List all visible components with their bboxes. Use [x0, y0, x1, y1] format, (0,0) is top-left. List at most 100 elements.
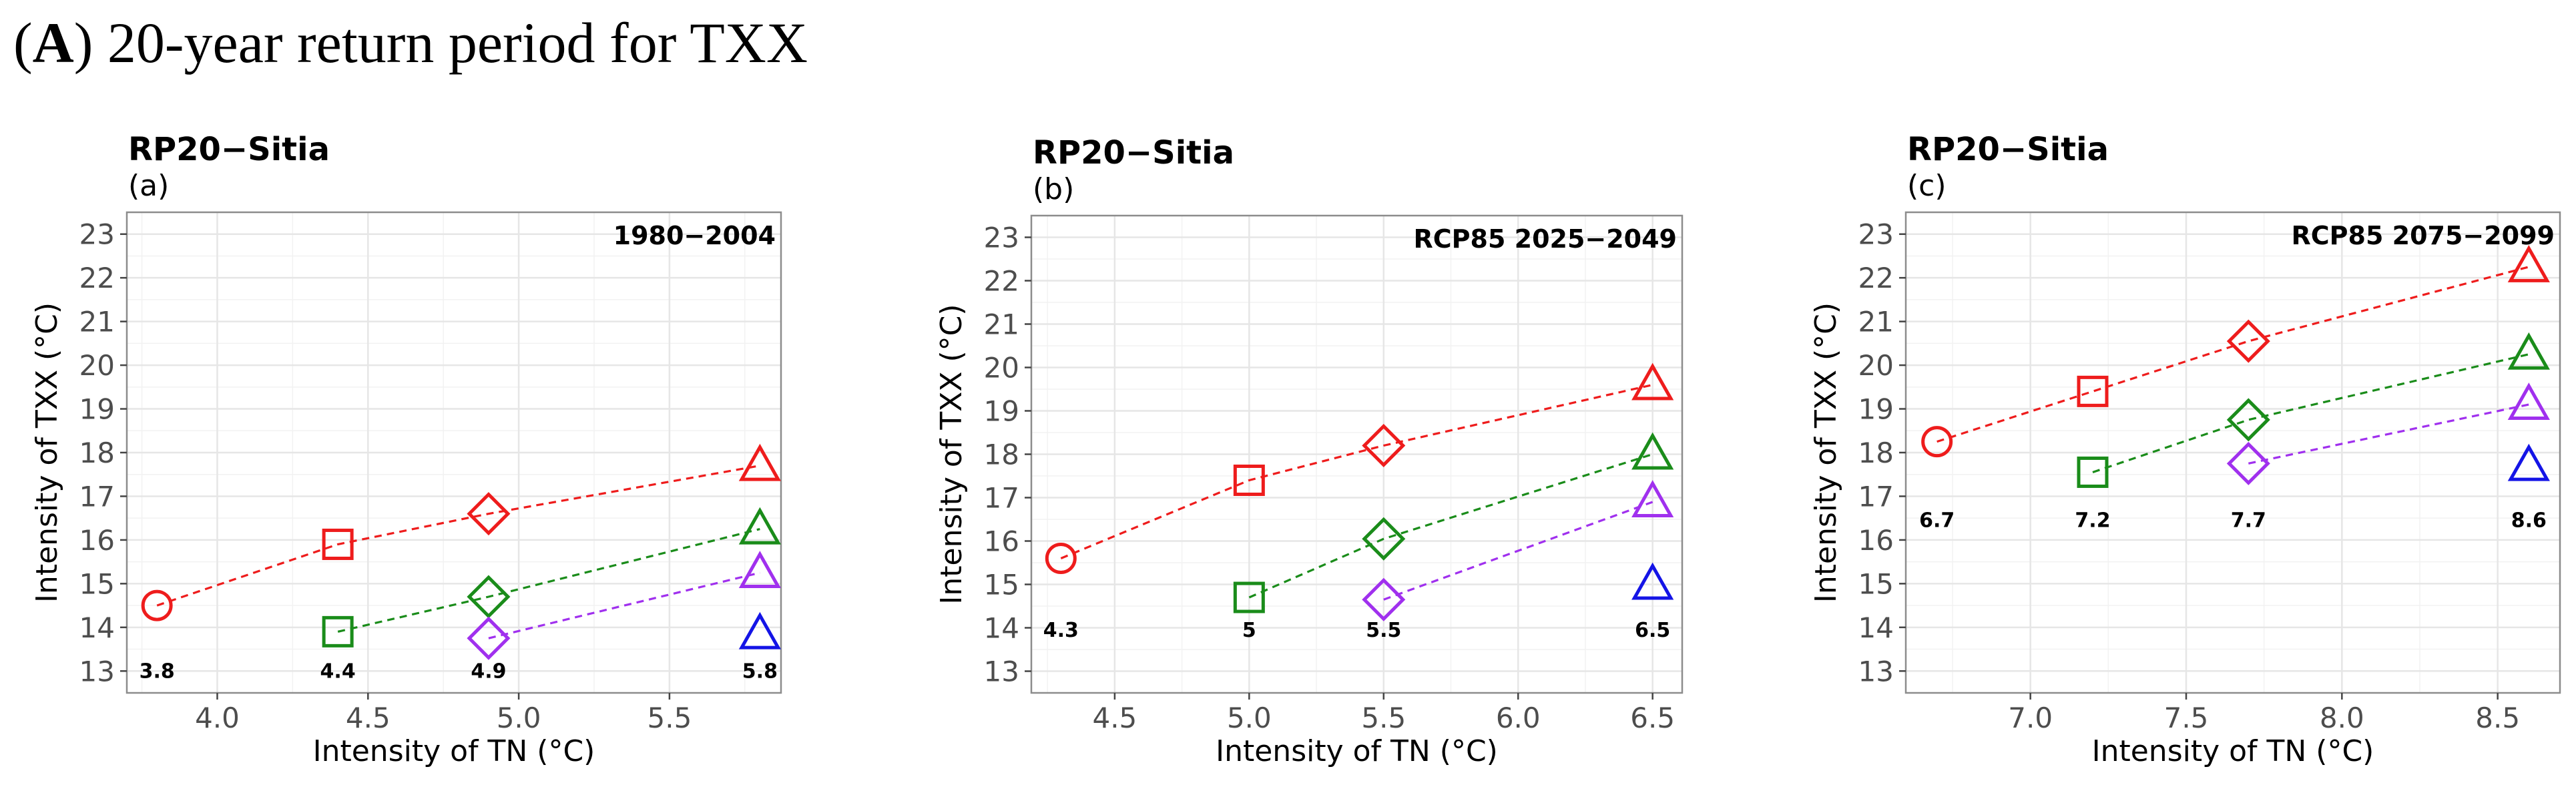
x-tick-label: 4.5 — [1092, 702, 1137, 734]
y-axis-label: Intensity of TXX (°C) — [1809, 302, 1843, 603]
data-point-purple-triangle — [1631, 480, 1674, 518]
series-line-red — [156, 465, 760, 607]
data-point-red-square — [2077, 375, 2109, 407]
x-axis-label: Intensity of TN (°C) — [313, 734, 595, 768]
chart-subtitle: (c) — [1907, 169, 1947, 203]
chart-title: RP20−Sitia — [1033, 134, 1234, 172]
period-annotation: 1980−2004 — [613, 221, 776, 250]
y-tick-label: 14 — [1858, 611, 1894, 644]
series-line-purple — [488, 571, 760, 639]
data-point-blue-triangle — [738, 611, 781, 649]
series-line-red — [1060, 383, 1653, 559]
data-point-green-triangle — [2507, 332, 2550, 370]
figure-title-text: 20-year return period for TXX — [107, 11, 808, 75]
x-tick-label: 6.0 — [1496, 702, 1541, 734]
x-tick-label: 5.5 — [648, 702, 692, 734]
point-label: 4.4 — [320, 660, 356, 683]
x-tick-label: 5.0 — [1227, 702, 1272, 734]
x-tick-label: 5.0 — [497, 702, 541, 734]
data-point-green-square — [1233, 581, 1265, 613]
data-point-red-square — [1233, 465, 1265, 496]
point-label: 7.7 — [2231, 509, 2266, 532]
x-tick-label: 7.5 — [2164, 702, 2209, 734]
x-tick-label: 7.0 — [2008, 702, 2053, 734]
y-tick-label: 18 — [79, 437, 115, 469]
y-tick-label: 23 — [79, 218, 115, 251]
x-tick-label: 5.5 — [1361, 702, 1406, 734]
y-tick-label: 16 — [984, 525, 1019, 558]
data-point-green-diamond — [2226, 398, 2270, 442]
data-point-green-square — [2077, 456, 2109, 488]
x-tick-label: 4.5 — [346, 702, 391, 734]
y-tick-label: 17 — [984, 482, 1019, 515]
x-tick-label: 4.0 — [195, 702, 240, 734]
y-tick-label: 22 — [1858, 262, 1894, 294]
data-point-red-triangle — [1631, 362, 1674, 401]
data-point-red-circle — [1921, 426, 1953, 458]
y-tick-label: 20 — [79, 349, 115, 382]
chart-subtitle: (b) — [1033, 172, 1074, 206]
period-annotation: RCP85 2025−2049 — [1414, 224, 1677, 254]
data-point-purple-diamond — [467, 616, 511, 660]
data-point-red-square — [322, 528, 354, 560]
y-tick-label: 15 — [1858, 567, 1894, 600]
data-point-red-triangle — [738, 443, 781, 481]
y-tick-label: 22 — [79, 262, 115, 294]
data-point-blue-triangle — [2507, 443, 2550, 481]
data-point-purple-triangle — [738, 551, 781, 589]
y-tick-label: 20 — [1858, 349, 1894, 382]
data-point-purple-diamond — [1362, 577, 1406, 621]
y-tick-label: 20 — [984, 352, 1019, 384]
data-point-purple-triangle — [2507, 382, 2550, 421]
y-tick-label: 21 — [984, 308, 1019, 341]
y-tick-label: 13 — [1858, 655, 1894, 688]
data-point-red-diamond — [2226, 319, 2270, 363]
y-tick-label: 23 — [1858, 218, 1894, 251]
y-tick-label: 19 — [1858, 393, 1894, 426]
y-tick-label: 22 — [984, 265, 1019, 298]
y-tick-label: 14 — [984, 612, 1019, 645]
x-tick-label: 8.5 — [2475, 702, 2520, 734]
point-label: 4.9 — [471, 660, 506, 683]
data-point-red-circle — [1045, 543, 1077, 574]
y-tick-label: 13 — [79, 655, 115, 688]
series-line-purple — [1383, 501, 1653, 601]
data-point-red-triangle — [2507, 244, 2550, 282]
series-line-green — [2092, 353, 2529, 473]
y-tick-label: 21 — [1858, 306, 1894, 338]
data-point-blue-triangle — [1631, 562, 1674, 600]
y-tick-label: 15 — [79, 567, 115, 600]
y-tick-label: 17 — [1858, 480, 1894, 513]
point-label: 5.5 — [1366, 619, 1401, 642]
point-label: 3.8 — [140, 660, 175, 683]
chart-panel-2: RP20−Sitia(b) 13 14 15 16 17 18 19 20 21 22 23 4.5 5.… — [935, 134, 1684, 768]
point-label: 5 — [1242, 619, 1256, 642]
series-line-red — [1937, 266, 2529, 443]
y-axis-label: Intensity of TXX (°C) — [935, 304, 969, 604]
y-tick-label: 17 — [79, 480, 115, 513]
y-tick-label: 19 — [79, 393, 115, 426]
data-point-green-triangle — [738, 507, 781, 545]
period-annotation: RCP85 2075−2099 — [2292, 221, 2555, 250]
y-tick-label: 21 — [79, 306, 115, 338]
x-axis-label: Intensity of TN (°C) — [1216, 734, 1498, 768]
chart-panel-1: RP20−Sitia(a) 13 14 15 16 17 18 19 20 21 22 23 4.0 4.… — [30, 131, 782, 768]
y-axis-label: Intensity of TXX (°C) — [30, 302, 64, 603]
x-tick-label: 8.0 — [2320, 702, 2364, 734]
point-label: 5.8 — [742, 660, 778, 683]
data-point-red-diamond — [467, 492, 511, 536]
figure-label-letter: A — [32, 11, 74, 75]
data-point-red-circle — [141, 589, 173, 621]
point-label: 6.7 — [1919, 509, 1955, 532]
y-tick-label: 18 — [1858, 437, 1894, 469]
y-tick-label: 13 — [984, 656, 1019, 688]
data-point-red-diamond — [1362, 423, 1406, 468]
chart-panel-3: RP20−Sitia(c) 13 14 15 16 17 18 19 20 21 22 23 7.0 7.… — [1809, 131, 2561, 768]
y-tick-label: 16 — [79, 524, 115, 557]
point-label: 8.6 — [2511, 509, 2547, 532]
figure-title: (A) 20-year return period for TXX — [13, 11, 808, 75]
y-tick-label: 19 — [984, 395, 1019, 428]
point-label: 6.5 — [1635, 619, 1670, 642]
y-tick-label: 16 — [1858, 524, 1894, 557]
